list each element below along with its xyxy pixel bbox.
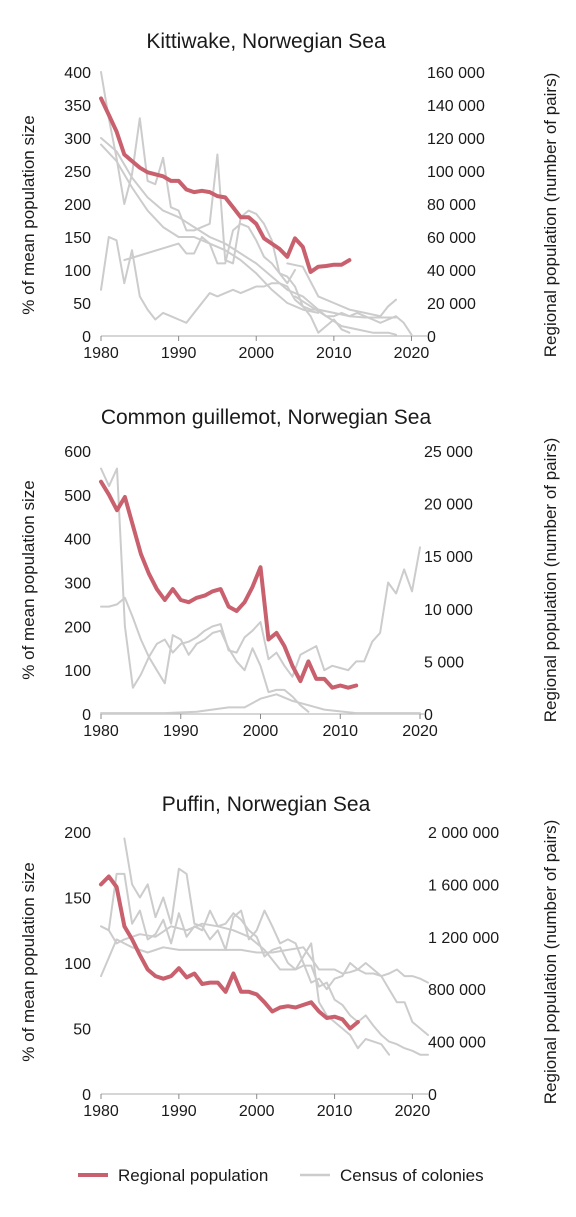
y-tick-left: 600 (64, 444, 91, 461)
y-tick-right: 5 000 (424, 654, 464, 671)
census-series-line (107, 922, 391, 1056)
chart-panel-guillemot: Common guillemot, Norwegian Sea % of mea… (19, 406, 560, 740)
regional-series-line (99, 479, 359, 690)
y-tick-right: 160 000 (427, 65, 485, 82)
census-series-line (100, 236, 351, 334)
x-tick: 1990 (161, 345, 197, 362)
y-tick-left: 400 (64, 532, 91, 549)
census-series-line (123, 837, 429, 1036)
y-tick-left: 200 (64, 619, 91, 636)
x-tick: 2020 (402, 723, 438, 740)
legend-label-census: Census of colonies (340, 1166, 484, 1185)
legend: Regional population Census of colonies (78, 1166, 484, 1185)
legend-label-regional: Regional population (118, 1166, 268, 1185)
x-tick: 1980 (83, 345, 119, 362)
y-tick-right: 0 (427, 329, 436, 346)
y-tick-left: 0 (82, 329, 91, 346)
y-tick-right: 20 000 (424, 497, 473, 514)
x-tick: 2020 (394, 345, 430, 362)
chart-title: Kittiwake, Norwegian Sea (146, 30, 386, 53)
x-tick: 1980 (83, 1103, 119, 1120)
y-tick-left: 100 (64, 663, 91, 680)
y-tick-right: 800 000 (428, 982, 486, 999)
y-tick-right: 120 000 (427, 131, 485, 148)
census-series-line (100, 467, 421, 689)
x-tick: 2010 (322, 723, 358, 740)
chart-panel-kittiwake: Kittiwake, Norwegian Sea % of mean popul… (19, 30, 560, 362)
y-tick-right: 140 000 (427, 98, 485, 115)
chart-title: Puffin, Norwegian Sea (162, 793, 371, 816)
y-tick-left: 400 (64, 65, 91, 82)
y-tick-left: 50 (73, 296, 91, 313)
regional-series-line (99, 96, 352, 274)
census-series-line (123, 222, 413, 336)
x-tick: 2000 (238, 345, 274, 362)
y-tick-left: 100 (64, 263, 91, 280)
y-tick-left: 150 (64, 891, 91, 908)
y-tick-left: 100 (64, 956, 91, 973)
census-series-line (286, 262, 397, 318)
census-series-line (294, 295, 397, 336)
y-tick-right: 60 000 (427, 230, 476, 247)
y-tick-left: 0 (82, 1087, 91, 1104)
chart-panel-puffin: Puffin, Norwegian Sea % of mean populati… (19, 793, 560, 1120)
y-tick-left: 500 (64, 488, 91, 505)
y-tick-left: 250 (64, 164, 91, 181)
y-tick-right: 0 (424, 707, 433, 724)
x-tick: 1990 (161, 1103, 197, 1120)
census-series-line (100, 872, 429, 1056)
y-tick-left: 300 (64, 131, 91, 148)
y-axis-label-left: % of mean population size (19, 862, 38, 1061)
y-axis-label-right: Regional population (number of pairs) (541, 438, 560, 722)
x-tick: 2020 (395, 1103, 431, 1120)
y-tick-left: 0 (82, 707, 91, 724)
y-tick-right: 20 000 (427, 296, 476, 313)
y-tick-right: 400 000 (428, 1035, 486, 1052)
chart-title: Common guillemot, Norwegian Sea (101, 406, 432, 429)
y-tick-left: 200 (64, 197, 91, 214)
y-tick-right: 15 000 (424, 549, 473, 566)
y-tick-left: 350 (64, 98, 91, 115)
census-series-line (100, 71, 296, 285)
y-tick-right: 1 200 000 (428, 930, 499, 947)
x-tick: 2000 (239, 1103, 275, 1120)
y-tick-right: 80 000 (427, 197, 476, 214)
y-tick-right: 0 (428, 1087, 437, 1104)
y-tick-right: 2 000 000 (428, 825, 499, 842)
census-series-line (100, 596, 310, 713)
y-tick-right: 40 000 (427, 263, 476, 280)
y-axis-label-left: % of mean population size (19, 115, 38, 314)
x-tick: 1980 (83, 723, 119, 740)
y-axis-label-left: % of mean population size (19, 480, 38, 679)
y-tick-left: 150 (64, 230, 91, 247)
y-tick-left: 50 (73, 1022, 91, 1039)
x-tick: 2010 (316, 345, 352, 362)
y-tick-right: 1 600 000 (428, 877, 499, 894)
x-tick: 2000 (243, 723, 279, 740)
y-axis-label-right: Regional population (number of pairs) (541, 820, 560, 1104)
y-tick-right: 10 000 (424, 602, 473, 619)
census-series-line (100, 938, 429, 984)
regional-series-line (99, 874, 360, 1031)
y-axis-label-right: Regional population (number of pairs) (541, 73, 560, 357)
y-tick-right: 25 000 (424, 444, 473, 461)
y-tick-right: 100 000 (427, 164, 485, 181)
census-series-line (100, 693, 421, 715)
y-tick-left: 300 (64, 576, 91, 593)
x-tick: 1990 (163, 723, 199, 740)
y-tick-left: 200 (64, 825, 91, 842)
x-tick: 2010 (317, 1103, 353, 1120)
